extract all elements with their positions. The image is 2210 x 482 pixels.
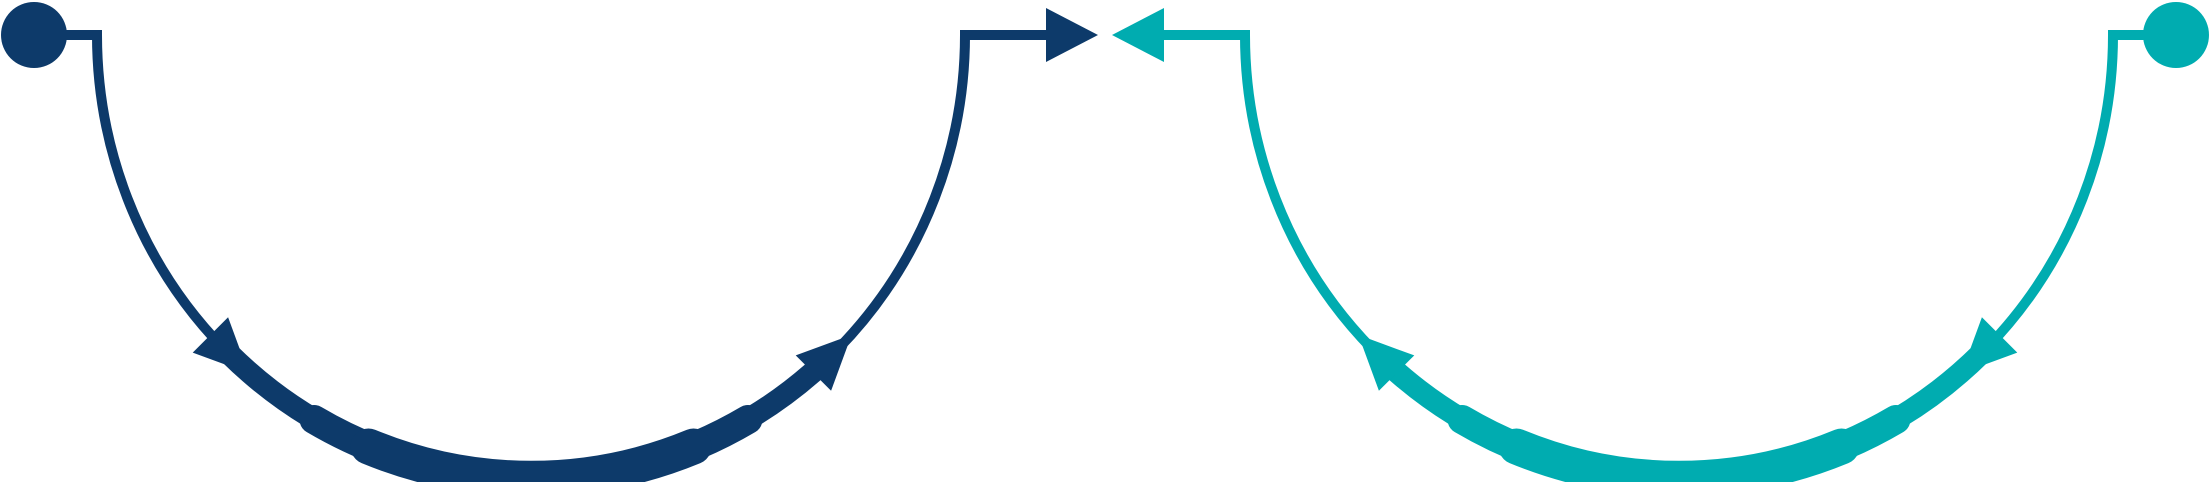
right-flow-path-emphasis-3 <box>1498 428 1860 482</box>
left-flow-path <box>34 30 1048 482</box>
left-flow-arrow <box>1 2 1098 482</box>
left-mid-arrowhead-ascending <box>795 334 852 391</box>
right-terminal-arrowhead <box>1112 8 1164 62</box>
left-mid-arrowhead-descending <box>192 317 249 374</box>
right-mid-arrowhead-ascending <box>1358 334 1415 391</box>
left-flow-path-emphasis-3 <box>350 428 712 482</box>
right-flow-path <box>1162 30 2176 482</box>
left-terminal-arrowhead <box>1046 8 1098 62</box>
right-flow-arrow <box>1112 2 2209 482</box>
right-mid-arrowhead-descending <box>1961 317 2018 374</box>
